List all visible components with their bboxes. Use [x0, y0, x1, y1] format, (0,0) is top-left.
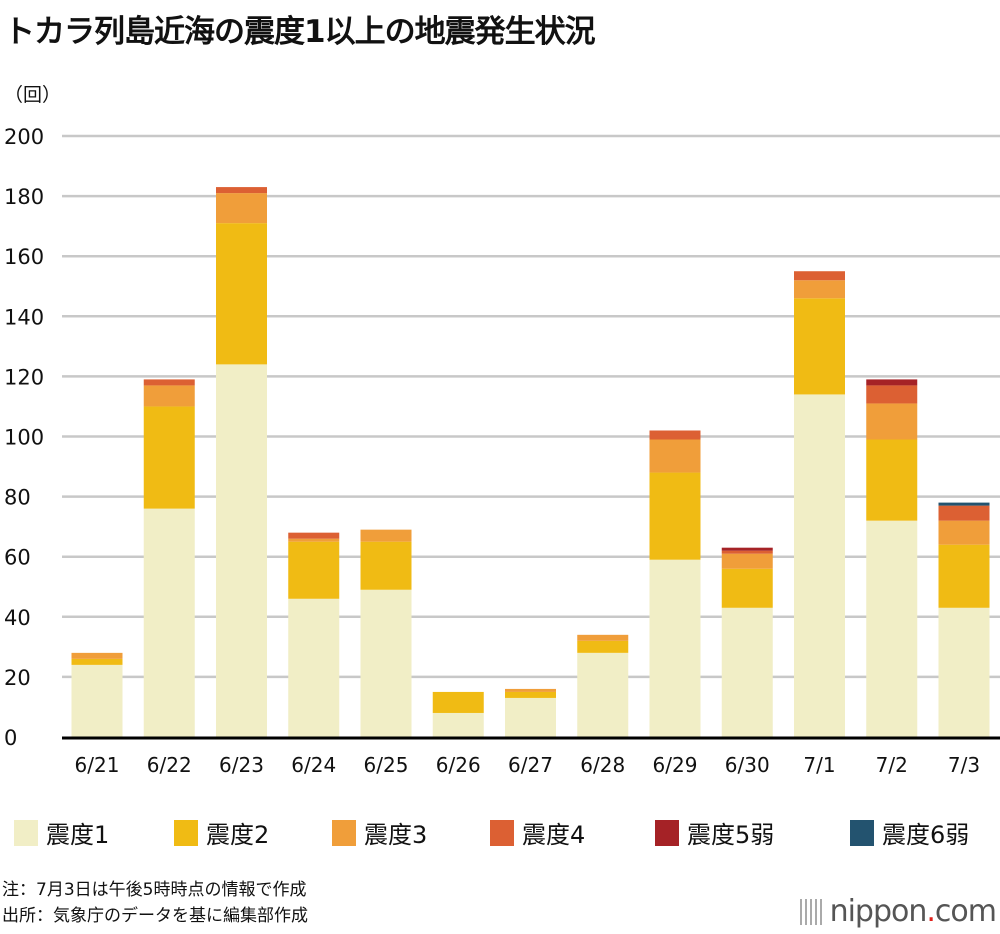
bar-segment [143, 406, 195, 509]
bar-segment [288, 598, 340, 737]
x-tick-label: 7/1 [803, 753, 835, 777]
legend-label: 震度5弱 [687, 821, 775, 849]
legend-item: 震度5弱 [655, 815, 850, 850]
bar-segment [143, 379, 195, 386]
bar-segment [794, 271, 845, 281]
x-tick-label: 6/25 [364, 753, 409, 777]
y-tick-label: 100 [4, 426, 44, 450]
bar-segment [71, 658, 123, 665]
bar-segment [432, 712, 484, 737]
y-tick-label: 120 [4, 365, 44, 389]
bar-segment [721, 607, 773, 737]
bar-segment [938, 520, 990, 545]
bar-segment [938, 607, 990, 737]
legend: 震度1 震度2 震度3 震度4 震度5弱 震度6弱 [14, 815, 1000, 850]
y-tick-label: 180 [4, 185, 44, 209]
y-tick-label: 20 [4, 666, 31, 690]
bar-segment [577, 640, 629, 653]
bar-segment [938, 544, 990, 608]
y-tick-label: 160 [4, 245, 44, 269]
bar-segment [360, 541, 412, 590]
bar-segment [360, 529, 412, 542]
logo-icon [799, 899, 822, 925]
bar-segment [71, 664, 123, 737]
y-tick-label: 80 [4, 486, 31, 510]
legend-item: 震度6弱 [850, 815, 1000, 850]
bar-segment [216, 364, 267, 737]
x-tick-label: 6/26 [436, 753, 481, 777]
bar-segment [288, 541, 340, 599]
bar-segment [505, 697, 556, 737]
bar-segment [938, 502, 990, 506]
x-tick-label: 6/28 [580, 753, 625, 777]
x-tick-label: 6/21 [75, 753, 120, 777]
bar-segment [288, 538, 340, 542]
legend-item: 震度2 [174, 815, 332, 850]
legend-swatch [655, 819, 679, 846]
stacked-bar-chart: 0 20 40 60 80 100 120 140 160 180 200 6/21 6/22 6/23 6… [4, 125, 1000, 777]
legend-item: 震度3 [332, 815, 490, 850]
x-tick-label: 6/30 [725, 753, 770, 777]
bar-segment [360, 589, 412, 737]
y-tick-label: 60 [4, 546, 31, 570]
bar-segment [866, 379, 918, 386]
bar-segment [866, 520, 918, 737]
bar-segment [649, 430, 701, 440]
bar-segment [216, 193, 267, 224]
bar-segment [288, 532, 340, 539]
bar-segment [577, 652, 629, 737]
legend-swatch [14, 819, 38, 846]
bar-segment [649, 559, 701, 737]
bar-segment [794, 298, 845, 395]
bar-segment [577, 634, 629, 641]
bar-segment [71, 652, 123, 659]
y-tick-label: 0 [4, 726, 17, 750]
bar-segment [721, 547, 773, 551]
bar-segment [721, 553, 773, 569]
legend-item: 震度1 [14, 815, 174, 850]
legend-label: 震度1 [46, 821, 110, 849]
legend-label: 震度3 [364, 821, 428, 849]
x-tick-label: 7/2 [876, 753, 908, 777]
bar-segment [866, 385, 918, 404]
bar-segment [938, 505, 990, 521]
x-tick-label: 6/24 [291, 753, 336, 777]
y-tick-label: 200 [4, 125, 44, 149]
bar-segment [866, 439, 918, 521]
source-text: 出所：気象庁のデータを基に編集部作成 [2, 906, 308, 926]
x-tick-label: 6/22 [147, 753, 192, 777]
legend-label: 震度4 [522, 821, 586, 849]
legend-swatch [332, 819, 356, 846]
legend-swatch [490, 819, 514, 846]
bar-segment [649, 472, 701, 560]
legend-item: 震度4 [490, 815, 655, 850]
bar-segment [794, 394, 845, 737]
x-tick-label: 6/23 [219, 753, 264, 777]
bar-segment [432, 691, 484, 713]
y-axis-unit: （回） [4, 84, 62, 106]
legend-label: 震度2 [206, 821, 270, 849]
legend-swatch [850, 819, 874, 846]
bar-segment [216, 187, 267, 194]
x-tick-label: 6/29 [653, 753, 698, 777]
chart-title: トカラ列島近海の震度1以上の地震発生状況 [4, 14, 596, 50]
bar-segment [216, 223, 267, 365]
bar-segment [866, 403, 918, 440]
bar-segment [721, 568, 773, 608]
x-tick-label: 6/27 [508, 753, 553, 777]
y-tick-label: 40 [4, 606, 31, 630]
bar-segment [143, 508, 195, 737]
bar-segment [649, 439, 701, 473]
nippon-logo: nippon.com [799, 894, 997, 929]
legend-swatch [174, 819, 198, 846]
bar-segment [794, 280, 845, 299]
note-text: 注：7月3日は午後5時時点の情報で作成 [2, 880, 307, 900]
bar-segment [505, 691, 556, 698]
bar-segment [143, 385, 195, 407]
bar-segment [505, 688, 556, 692]
x-tick-label: 7/3 [948, 753, 980, 777]
legend-label: 震度6弱 [882, 821, 970, 849]
y-tick-label: 140 [4, 305, 44, 329]
bar-segment [721, 550, 773, 554]
